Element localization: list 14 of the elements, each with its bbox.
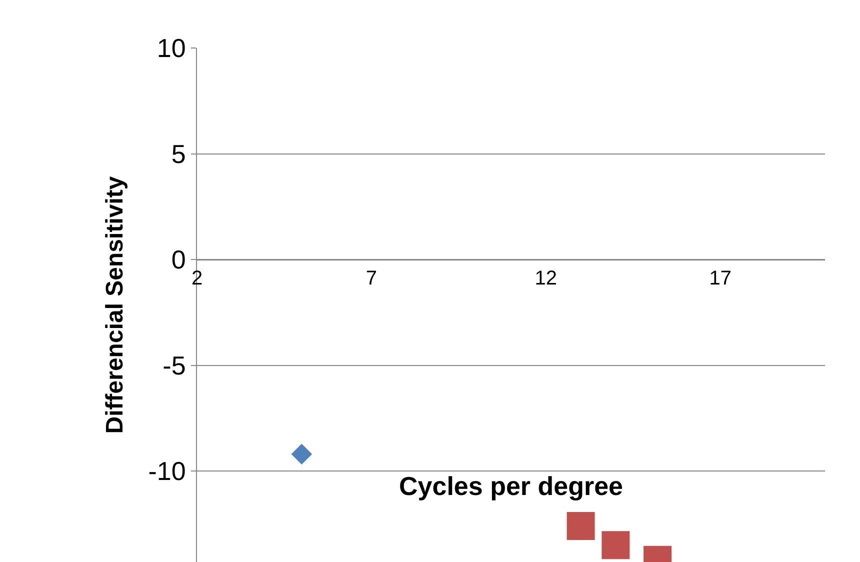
y-tick-label: 5 (171, 138, 186, 169)
x-tick-label: 17 (709, 268, 732, 290)
x-tick-label: 2 (191, 268, 203, 290)
y-tick-label: -10 (148, 456, 186, 486)
y-tick-label: 0 (171, 244, 186, 275)
point (566, 512, 595, 540)
point (291, 444, 312, 465)
y-axis-title: Differencial Sensitivity (101, 176, 128, 434)
x-tick-label: 12 (534, 268, 558, 290)
y-tick-label: -5 (162, 350, 186, 380)
point (602, 531, 630, 560)
x-axis-title: Cycles per degree (399, 471, 624, 501)
y-tick-label: 10 (156, 33, 186, 64)
x-tick-label: 7 (366, 268, 378, 290)
